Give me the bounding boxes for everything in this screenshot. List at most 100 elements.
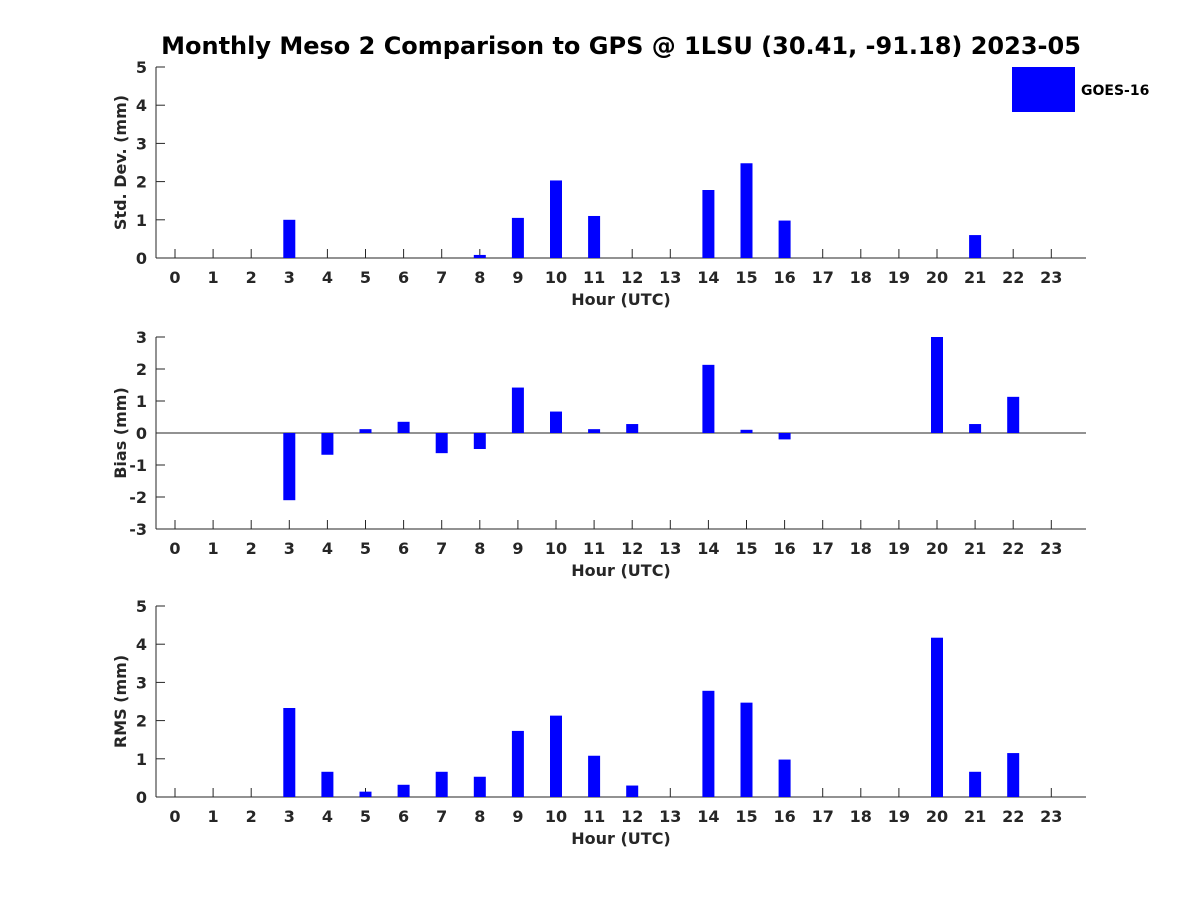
bar-hour-14 <box>702 190 715 258</box>
legend-swatch <box>1012 67 1075 112</box>
x-tick-label: 20 <box>926 807 948 826</box>
x-tick-label: 13 <box>659 807 681 826</box>
y-tick-label: 5 <box>136 58 147 77</box>
y-tick-label: 0 <box>136 788 147 807</box>
x-tick-label: 14 <box>697 807 719 826</box>
bar-hour-11 <box>588 429 601 433</box>
x-tick-label: 22 <box>1002 807 1024 826</box>
x-tick-label: 10 <box>545 539 567 558</box>
bar-hour-12 <box>626 424 639 433</box>
x-tick-label: 21 <box>964 539 986 558</box>
x-tick-label: 13 <box>659 539 681 558</box>
bar-hour-16 <box>778 220 791 258</box>
x-tick-label: 3 <box>284 539 295 558</box>
x-tick-label: 11 <box>583 539 605 558</box>
y-tick-label: 3 <box>136 134 147 153</box>
x-tick-label: 15 <box>735 539 757 558</box>
bar-hour-15 <box>740 163 753 258</box>
legend-label: GOES-16 <box>1081 83 1149 99</box>
x-tick-label: 19 <box>888 268 910 287</box>
x-tick-label: 16 <box>773 807 795 826</box>
x-tick-label: 1 <box>208 539 219 558</box>
x-tick-label: 9 <box>512 268 523 287</box>
y-tick-label: 1 <box>136 211 147 230</box>
x-tick-label: 3 <box>284 807 295 826</box>
x-tick-label: 8 <box>474 807 485 826</box>
y-tick-label: 3 <box>136 328 147 347</box>
x-tick-label: 17 <box>812 807 834 826</box>
bar-hour-10 <box>550 715 562 797</box>
x-tick-label: 5 <box>360 268 371 287</box>
bar-hour-11 <box>588 755 601 797</box>
x-tick-label: 4 <box>322 807 333 826</box>
chart-title: Monthly Meso 2 Comparison to GPS @ 1LSU … <box>161 32 1081 60</box>
y-tick-label: 3 <box>136 673 147 692</box>
bar-hour-20 <box>931 637 943 797</box>
x-axis-label: Hour (UTC) <box>571 290 671 309</box>
y-axis-label: Bias (mm) <box>111 387 130 479</box>
x-tick-label: 16 <box>773 539 795 558</box>
x-tick-label: 23 <box>1040 807 1062 826</box>
x-axis-label: Hour (UTC) <box>571 561 671 580</box>
x-tick-label: 19 <box>888 539 910 558</box>
bar-hour-15 <box>740 429 753 433</box>
x-tick-label: 1 <box>208 807 219 826</box>
bar-hour-5 <box>359 429 372 433</box>
bar-hour-21 <box>969 235 982 258</box>
x-tick-label: 3 <box>284 268 295 287</box>
x-tick-label: 11 <box>583 807 605 826</box>
x-tick-label: 7 <box>436 268 447 287</box>
x-tick-label: 18 <box>850 268 872 287</box>
bar-hour-9 <box>511 387 524 433</box>
y-tick-label: 1 <box>136 392 147 411</box>
x-tick-label: 8 <box>474 539 485 558</box>
x-tick-label: 9 <box>512 539 523 558</box>
bar-hour-9 <box>511 217 524 258</box>
x-tick-label: 5 <box>360 539 371 558</box>
x-tick-label: 10 <box>545 268 567 287</box>
x-tick-label: 1 <box>208 268 219 287</box>
legend: GOES-16 <box>1012 67 1149 112</box>
y-tick-label: 0 <box>136 424 147 443</box>
x-tick-label: 17 <box>812 268 834 287</box>
bar-hour-4 <box>321 433 334 455</box>
y-tick-label: 4 <box>136 635 147 654</box>
bar-hour-10 <box>550 411 562 433</box>
x-tick-label: 16 <box>773 268 795 287</box>
x-tick-label: 10 <box>545 807 567 826</box>
x-tick-label: 5 <box>360 807 371 826</box>
y-tick-label: 2 <box>136 360 147 379</box>
y-tick-label: 2 <box>136 712 147 731</box>
bar-hour-8 <box>473 776 486 797</box>
y-tick-label: 1 <box>136 750 147 769</box>
bar-hour-6 <box>397 784 410 797</box>
bar-hour-16 <box>778 759 791 797</box>
x-tick-label: 6 <box>398 539 409 558</box>
x-axis-label: Hour (UTC) <box>571 829 671 848</box>
x-tick-label: 15 <box>735 268 757 287</box>
bar-hour-11 <box>588 215 601 258</box>
y-axis-label: Std. Dev. (mm) <box>111 95 130 230</box>
bar-hour-3 <box>283 433 296 501</box>
x-tick-label: 23 <box>1040 268 1062 287</box>
x-tick-label: 19 <box>888 807 910 826</box>
x-tick-label: 0 <box>169 268 180 287</box>
x-tick-label: 8 <box>474 268 485 287</box>
bar-hour-21 <box>969 771 982 797</box>
x-tick-label: 18 <box>850 539 872 558</box>
bar-hour-22 <box>1007 396 1020 433</box>
y-tick-label: -1 <box>129 456 147 475</box>
y-tick-label: 4 <box>136 96 147 115</box>
x-tick-label: 20 <box>926 268 948 287</box>
bar-hour-12 <box>626 785 639 797</box>
x-tick-label: 14 <box>697 268 719 287</box>
y-tick-label: 0 <box>136 249 147 268</box>
x-tick-label: 7 <box>436 807 447 826</box>
x-tick-label: 4 <box>322 268 333 287</box>
x-tick-label: 20 <box>926 539 948 558</box>
x-tick-label: 22 <box>1002 539 1024 558</box>
x-tick-label: 0 <box>169 539 180 558</box>
y-tick-label: 5 <box>136 597 147 616</box>
